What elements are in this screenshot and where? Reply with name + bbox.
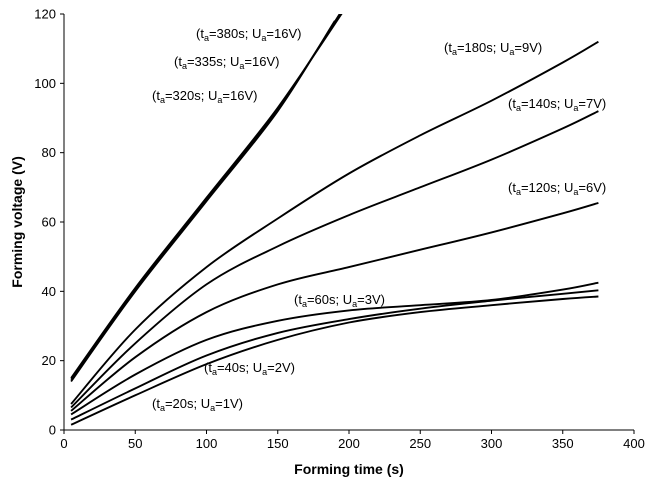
annotation-subscript: a [573, 187, 578, 197]
series-line-5 [70, 110, 599, 409]
series-lines [70, 14, 599, 426]
annotation-text: =16V) [266, 26, 301, 41]
annotation-text: =60s; U [307, 292, 352, 307]
series-annotation: (ta=40s; Ua=2V) [204, 360, 295, 377]
series-annotation: (ta=335s; Ua=16V) [174, 54, 279, 71]
x-axis-title: Forming time (s) [294, 461, 404, 477]
y-tick-label: 120 [34, 7, 56, 22]
annotation-text: =3V) [357, 292, 385, 307]
y-tick-label: 40 [42, 284, 56, 299]
series-annotation: (ta=380s; Ua=16V) [196, 26, 301, 43]
x-tick-labels: 0 50 100 150 200 250 300 350 400 [60, 430, 645, 451]
y-tick-label: 100 [34, 76, 56, 91]
series-annotation: (ta=140s; Ua=7V) [508, 96, 606, 113]
x-tick-label: 200 [338, 436, 360, 451]
annotation-subscript: a [261, 33, 266, 43]
annotation-text: =20s; U [165, 396, 210, 411]
series-line-3 [70, 281, 599, 416]
annotation-subscript: a [573, 103, 578, 113]
y-axis-title: Forming voltage (V) [9, 156, 25, 287]
y-tick-label: 80 [42, 145, 56, 160]
annotation-subscript: a [302, 299, 307, 309]
annotation-text: (t [152, 88, 160, 103]
annotation-text: (t [508, 96, 516, 111]
annotation-text: =180s; U [457, 40, 509, 55]
annotation-text: (t [204, 360, 212, 375]
x-tick-label: 150 [267, 436, 289, 451]
series-line-1 [70, 295, 599, 426]
annotation-subscript: a [160, 95, 165, 105]
series-line-6 [70, 40, 599, 405]
y-tick-label: 60 [42, 215, 56, 230]
annotation-text: (t [294, 292, 302, 307]
annotation-text: (t [152, 396, 160, 411]
series-annotation: (ta=20s; Ua=1V) [152, 396, 243, 413]
y-tick-label: 0 [49, 423, 56, 438]
annotation-text: (t [196, 26, 204, 41]
annotation-text: (t [444, 40, 452, 55]
annotation-subscript: a [212, 367, 217, 377]
series-line-4 [70, 201, 599, 412]
x-tick-label: 0 [60, 436, 67, 451]
annotation-text: =140s; U [521, 96, 573, 111]
annotation-text: =2V) [267, 360, 295, 375]
x-tick-label: 250 [409, 436, 431, 451]
annotation-subscript: a [262, 367, 267, 377]
annotation-subscript: a [452, 47, 457, 57]
annotation-text: =335s; U [187, 54, 239, 69]
annotation-subscript: a [516, 103, 521, 113]
annotation-subscript: a [160, 403, 165, 413]
series-annotation: (ta=180s; Ua=9V) [444, 40, 542, 57]
annotation-text: =16V) [222, 88, 257, 103]
annotation-subscript: a [182, 61, 187, 71]
series-annotation: (ta=60s; Ua=3V) [294, 292, 385, 309]
annotation-text: =9V) [514, 40, 542, 55]
annotation-subscript: a [509, 47, 514, 57]
annotation-text: =320s; U [165, 88, 217, 103]
annotation-subscript: a [217, 95, 222, 105]
annotation-subscript: a [210, 403, 215, 413]
annotation-text: =16V) [244, 54, 279, 69]
annotation-text: =380s; U [209, 26, 261, 41]
annotation-subscript: a [352, 299, 357, 309]
y-tick-label: 20 [42, 353, 56, 368]
series-annotations: (ta=380s; Ua=16V)(ta=335s; Ua=16V)(ta=32… [152, 26, 606, 413]
series-annotation: (ta=120s; Ua=6V) [508, 180, 606, 197]
x-tick-label: 400 [623, 436, 645, 451]
annotation-text: (t [174, 54, 182, 69]
y-tick-labels: 0 20 40 60 80 100 120 [34, 7, 64, 438]
annotation-text: =6V) [578, 180, 606, 195]
x-tick-label: 350 [552, 436, 574, 451]
x-tick-label: 100 [196, 436, 218, 451]
x-tick-label: 300 [481, 436, 503, 451]
annotation-text: =7V) [578, 96, 606, 111]
series-line-9 [70, 14, 343, 379]
annotation-subscript: a [204, 33, 209, 43]
annotation-text: =1V) [215, 396, 243, 411]
series-annotation: (ta=320s; Ua=16V) [152, 88, 257, 105]
annotation-text: =40s; U [217, 360, 262, 375]
x-tick-label: 50 [128, 436, 142, 451]
annotation-subscript: a [516, 187, 521, 197]
annotation-subscript: a [239, 61, 244, 71]
series-line-2 [70, 289, 599, 421]
annotation-text: =120s; U [521, 180, 573, 195]
annotation-text: (t [508, 180, 516, 195]
